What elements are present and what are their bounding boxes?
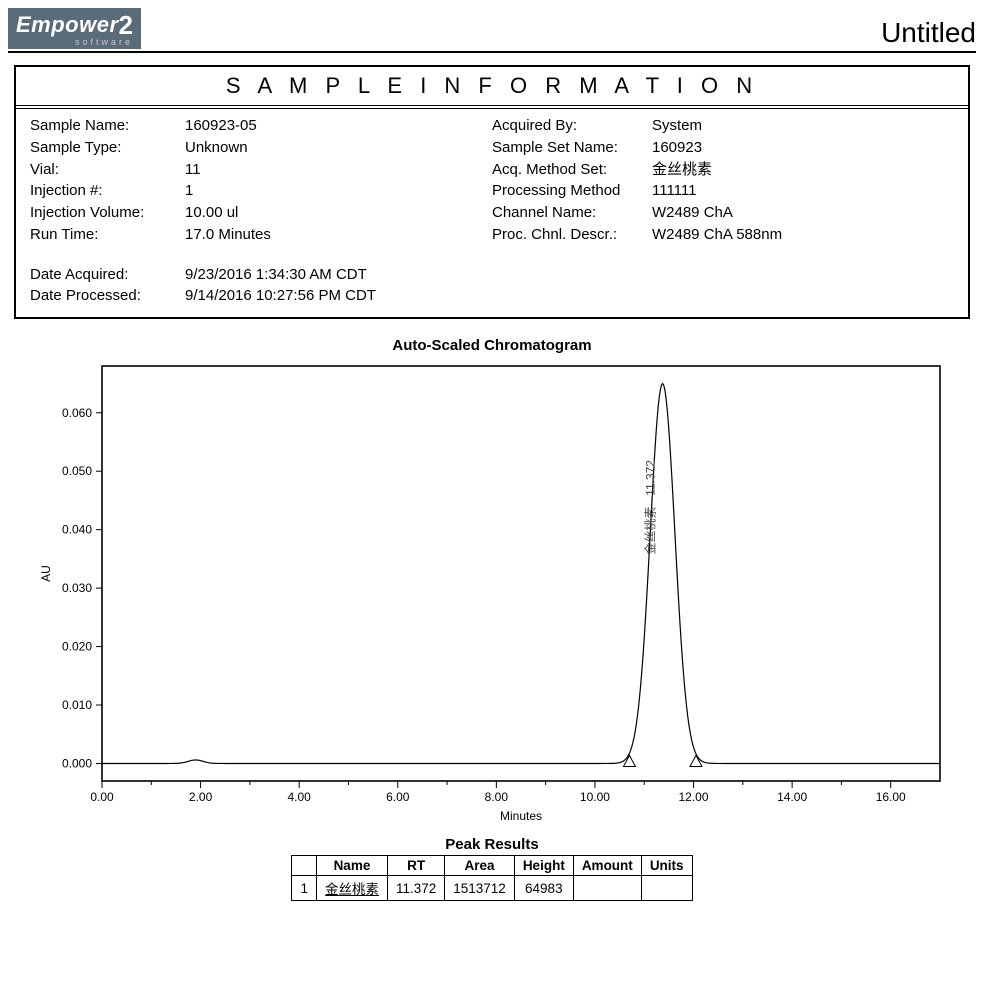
field-value: 111111 bbox=[652, 180, 697, 202]
chart-title: Auto-Scaled Chromatogram bbox=[8, 337, 976, 354]
field-label: Acq. Method Set: bbox=[492, 159, 652, 181]
table-header: Area bbox=[445, 856, 515, 876]
sample-field: Injection Volume:10.00 ul bbox=[30, 202, 492, 224]
table-cell bbox=[573, 876, 641, 901]
svg-text:0.020: 0.020 bbox=[62, 640, 92, 654]
sample-information-panel: S A M P L E I N F O R M A T I O N Sample… bbox=[14, 65, 970, 319]
header-bar: Empower2 software Untitled bbox=[8, 8, 976, 53]
field-label: Processing Method bbox=[492, 180, 652, 202]
field-label: Channel Name: bbox=[492, 202, 652, 224]
sample-field: Channel Name:W2489 ChA bbox=[492, 202, 954, 224]
svg-text:2.00: 2.00 bbox=[189, 790, 213, 804]
field-value: 金丝桃素 bbox=[652, 159, 712, 181]
field-value: Unknown bbox=[185, 137, 248, 159]
field-value: 1 bbox=[185, 180, 193, 202]
sample-field: Acq. Method Set:金丝桃素 bbox=[492, 159, 954, 181]
table-header: RT bbox=[387, 856, 444, 876]
field-value: 17.0 Minutes bbox=[185, 224, 271, 246]
field-label: Date Processed: bbox=[30, 285, 185, 307]
svg-text:0.060: 0.060 bbox=[62, 406, 92, 420]
svg-text:10.00: 10.00 bbox=[580, 790, 610, 804]
svg-text:金丝桃素 - 11.372: 金丝桃素 - 11.372 bbox=[643, 460, 658, 555]
table-cell: 1513712 bbox=[445, 876, 515, 901]
svg-text:14.00: 14.00 bbox=[777, 790, 807, 804]
field-value: 9/14/2016 10:27:56 PM CDT bbox=[185, 285, 376, 307]
sample-right-column: Acquired By:SystemSample Set Name:160923… bbox=[492, 115, 954, 307]
table-cell: 64983 bbox=[514, 876, 573, 901]
sample-field: Injection #:1 bbox=[30, 180, 492, 202]
field-value: 10.00 ul bbox=[185, 202, 238, 224]
sample-field: Sample Name:160923-05 bbox=[30, 115, 492, 137]
field-label: Date Acquired: bbox=[30, 264, 185, 286]
svg-text:16.00: 16.00 bbox=[876, 790, 906, 804]
sample-field: Sample Type:Unknown bbox=[30, 137, 492, 159]
svg-text:0.040: 0.040 bbox=[62, 523, 92, 537]
field-value: 160923 bbox=[652, 137, 702, 159]
peak-results-table: NameRTAreaHeightAmountUnits1金丝桃素11.37215… bbox=[291, 855, 692, 901]
peak-results-title: Peak Results bbox=[8, 836, 976, 853]
field-label: Run Time: bbox=[30, 224, 185, 246]
field-value: System bbox=[652, 115, 702, 137]
sample-field: Run Time:17.0 Minutes bbox=[30, 224, 492, 246]
sample-field: Proc. Chnl. Descr.:W2489 ChA 588nm bbox=[492, 224, 954, 246]
field-label: Sample Name: bbox=[30, 115, 185, 137]
chromatogram-chart: 0.000 0.010 0.020 0.030 0.040 0.050 0.060 0.00 2… bbox=[32, 356, 952, 826]
field-label: Sample Set Name: bbox=[492, 137, 652, 159]
table-header bbox=[292, 856, 317, 876]
field-label: Proc. Chnl. Descr.: bbox=[492, 224, 652, 246]
field-value: W2489 ChA 588nm bbox=[652, 224, 782, 246]
table-header: Units bbox=[641, 856, 692, 876]
svg-text:4.00: 4.00 bbox=[287, 790, 311, 804]
sample-field: Date Acquired:9/23/2016 1:34:30 AM CDT bbox=[30, 264, 492, 286]
svg-text:6.00: 6.00 bbox=[386, 790, 410, 804]
table-row: 1金丝桃素11.372151371264983 bbox=[292, 876, 692, 901]
sample-field: Sample Set Name:160923 bbox=[492, 137, 954, 159]
field-label: Vial: bbox=[30, 159, 185, 181]
table-cell: 1 bbox=[292, 876, 317, 901]
table-header: Amount bbox=[573, 856, 641, 876]
sample-left-column: Sample Name:160923-05Sample Type:Unknown… bbox=[30, 115, 492, 307]
field-label: Acquired By: bbox=[492, 115, 652, 137]
svg-text:AU: AU bbox=[39, 565, 53, 582]
table-cell: 11.372 bbox=[387, 876, 444, 901]
svg-text:Minutes: Minutes bbox=[500, 809, 542, 823]
sample-field: Date Processed:9/14/2016 10:27:56 PM CDT bbox=[30, 285, 492, 307]
svg-text:0.000: 0.000 bbox=[62, 756, 92, 770]
field-value: 11 bbox=[185, 159, 201, 181]
svg-text:0.050: 0.050 bbox=[62, 464, 92, 478]
sample-section-title: S A M P L E I N F O R M A T I O N bbox=[16, 67, 968, 109]
sample-field: Acquired By:System bbox=[492, 115, 954, 137]
svg-text:0.00: 0.00 bbox=[90, 790, 114, 804]
svg-text:12.00: 12.00 bbox=[679, 790, 709, 804]
svg-text:8.00: 8.00 bbox=[485, 790, 509, 804]
field-value: 160923-05 bbox=[185, 115, 257, 137]
table-header: Name bbox=[316, 856, 387, 876]
logo-version: 2 bbox=[119, 10, 133, 40]
sample-field: Processing Method111111 bbox=[492, 180, 954, 202]
table-cell bbox=[641, 876, 692, 901]
sample-field: Vial:11 bbox=[30, 159, 492, 181]
field-value: 9/23/2016 1:34:30 AM CDT bbox=[185, 264, 367, 286]
field-label: Injection #: bbox=[30, 180, 185, 202]
field-label: Sample Type: bbox=[30, 137, 185, 159]
logo-subtitle: software bbox=[16, 37, 133, 49]
logo: Empower2 software bbox=[8, 8, 141, 49]
svg-text:0.030: 0.030 bbox=[62, 581, 92, 595]
field-label: Injection Volume: bbox=[30, 202, 185, 224]
table-cell: 金丝桃素 bbox=[316, 876, 387, 901]
table-header: Height bbox=[514, 856, 573, 876]
svg-text:0.010: 0.010 bbox=[62, 698, 92, 712]
logo-brand: Empower bbox=[16, 12, 119, 37]
field-value: W2489 ChA bbox=[652, 202, 733, 224]
page-title: Untitled bbox=[881, 17, 976, 49]
